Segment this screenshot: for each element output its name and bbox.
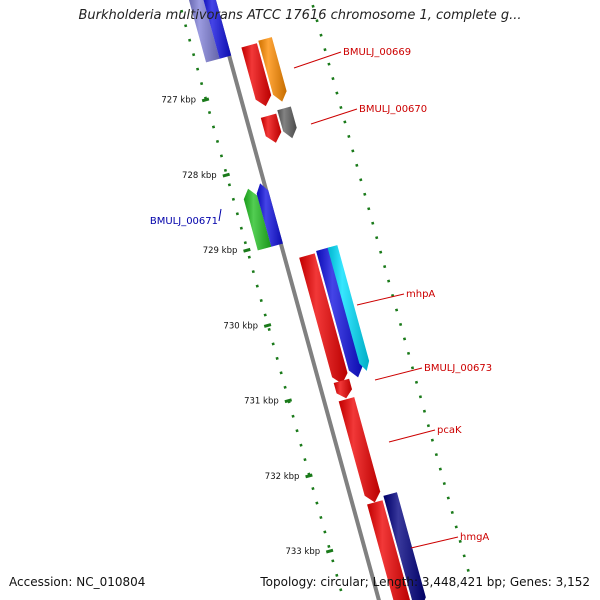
tick-label: 728 kbp: [182, 171, 217, 181]
gene-label[interactable]: BMULJ_00670: [310, 104, 427, 125]
tick-label: 730 kbp: [223, 321, 258, 331]
gene-g8[interactable]: [256, 183, 283, 247]
gene-g2[interactable]: [202, 0, 232, 59]
gene-g11[interactable]: [327, 245, 370, 371]
gene-g9[interactable]: [299, 253, 348, 384]
tick-label: 731 kbp: [244, 397, 279, 407]
gene-g6[interactable]: [277, 106, 297, 139]
gene-label[interactable]: mhpA: [356, 289, 435, 306]
major-tick: [222, 172, 230, 178]
gene-g4[interactable]: [258, 37, 287, 102]
major-tick: [263, 323, 272, 328]
svg-text:BMULJ_00670: BMULJ_00670: [359, 104, 427, 115]
svg-text:BMULJ_00671: BMULJ_00671: [150, 216, 218, 227]
svg-text:hmgA: hmgA: [460, 532, 489, 543]
major-tick: [305, 473, 313, 479]
svg-text:BMULJ_00673: BMULJ_00673: [424, 363, 492, 374]
gene-g14[interactable]: [367, 500, 410, 600]
major-tick: [325, 548, 334, 554]
gene-features: [188, 0, 426, 600]
backbone-line: [212, 0, 381, 600]
gene-label[interactable]: BMULJ_00673: [374, 363, 492, 381]
accession-label: Accession: NC_010804: [9, 575, 146, 589]
gene-label[interactable]: BMULJ_00669: [293, 47, 411, 69]
tick-label: 727 kbp: [161, 96, 196, 106]
svg-text:BMULJ_00669: BMULJ_00669: [343, 47, 411, 58]
gene-g7[interactable]: [243, 188, 272, 251]
gene-label[interactable]: pcaK: [388, 425, 462, 443]
tick-label: 729 kbp: [203, 246, 238, 256]
tick-marks: 727 kbp 728 kbp 729 kbp 730 kbp 731 kbp 732 k…: [161, 0, 472, 600]
tick-label: 732 kbp: [265, 472, 300, 482]
tick-label: 733 kbp: [285, 547, 320, 557]
gene-g10[interactable]: [316, 247, 363, 378]
gene-g13[interactable]: [338, 397, 381, 503]
gene-g1[interactable]: [188, 0, 220, 63]
map-title: Burkholderia multivorans ATCC 17616 chro…: [78, 8, 522, 23]
gene-g12[interactable]: [333, 378, 352, 399]
major-tick: [284, 398, 293, 404]
backbone: [212, 0, 381, 600]
gene-labels: BMULJ_00669 BMULJ_00670 BMULJ_00671 mhpA BMU…: [150, 47, 492, 549]
svg-text:pcaK: pcaK: [437, 425, 462, 436]
gene-label[interactable]: hmgA: [410, 532, 489, 549]
gene-g5[interactable]: [260, 113, 282, 143]
svg-text:mhpA: mhpA: [406, 289, 435, 300]
gene-g15[interactable]: [383, 492, 426, 600]
gene-label[interactable]: BMULJ_00671: [150, 208, 222, 227]
major-tick: [243, 247, 251, 253]
genome-stats: Topology: circular; Length: 3,448,421 bp…: [260, 575, 590, 589]
major-tick: [201, 97, 210, 103]
gene-g3[interactable]: [241, 43, 272, 107]
